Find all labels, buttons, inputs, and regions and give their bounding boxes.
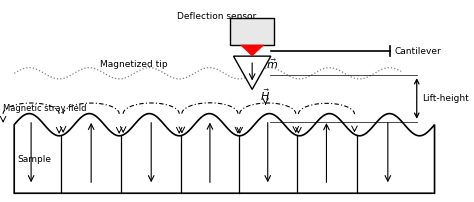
Text: Lift-height: Lift-height bbox=[422, 94, 469, 102]
Text: Magnetized tip: Magnetized tip bbox=[100, 59, 168, 68]
Polygon shape bbox=[241, 46, 264, 57]
Text: Deflection sensor: Deflection sensor bbox=[176, 12, 256, 21]
Text: Sample: Sample bbox=[18, 155, 52, 164]
Bar bbox=[230, 19, 274, 46]
Text: $\vec{m}$: $\vec{m}$ bbox=[265, 57, 278, 71]
Text: Cantilever: Cantilever bbox=[394, 47, 441, 56]
Polygon shape bbox=[234, 57, 271, 90]
Text: Magnetic stray field: Magnetic stray field bbox=[3, 103, 87, 112]
Polygon shape bbox=[14, 114, 435, 193]
Text: $\vec{H}$: $\vec{H}$ bbox=[261, 86, 271, 102]
